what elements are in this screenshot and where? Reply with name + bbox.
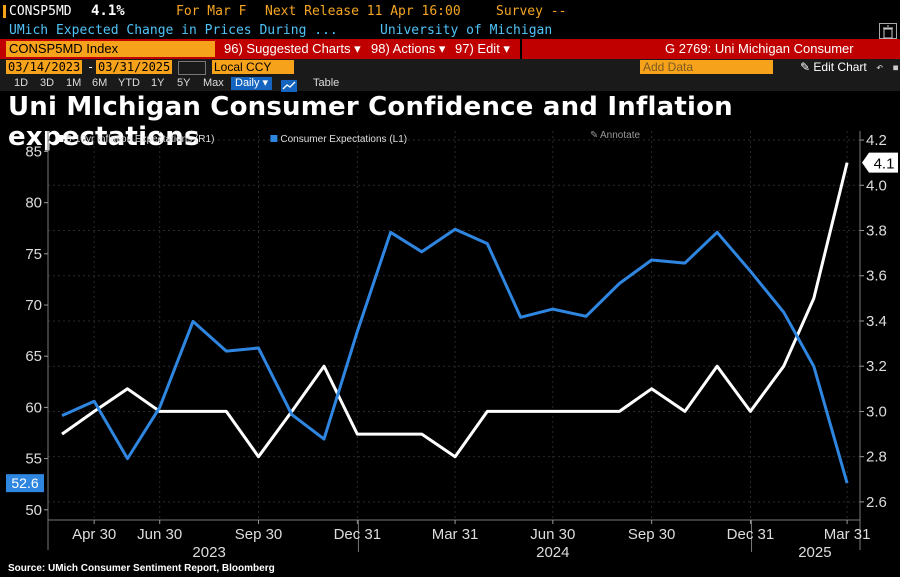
period-button-ytd[interactable]: YTD (118, 77, 140, 89)
left-tick-label: 55 (25, 451, 42, 468)
edit-chart-button[interactable]: ✎ Edit Chart (800, 60, 867, 74)
chart-area: 50 55 60 65 70 75 80 85 2.6 2.8 3.0 3.2 3.4 3.6 3.8 4.0… (6, 130, 898, 561)
period-button-6m[interactable]: 6M (92, 77, 108, 89)
annotate-icon: ✎ (590, 130, 598, 141)
left-tick-label: 75 (25, 246, 42, 263)
source-org: University of Michigan (380, 23, 553, 38)
last-value-left-badge (6, 474, 44, 493)
legend-swatch (56, 135, 63, 142)
year-label: 2025 (798, 544, 831, 561)
right-tick-label: 3.2 (866, 358, 887, 375)
series-line-consumer-expectations (61, 227, 849, 484)
last-value-left: 52.6 (11, 475, 38, 491)
x-tick-label: Apr 30 (72, 526, 116, 543)
trash-icon[interactable] (879, 23, 897, 39)
for-label: For Mar F (176, 4, 247, 19)
right-tick-label: 3.6 (866, 268, 887, 285)
table-button[interactable]: Table (313, 77, 340, 89)
x-tick-label: Mar 31 (824, 526, 871, 543)
source-note: Source: UMich Consumer Sentiment Report,… (8, 563, 275, 574)
x-tick-label: Jun 30 (137, 526, 182, 543)
x-tick-label: Jun 30 (530, 526, 575, 543)
series-description: UMich Expected Change in Prices During .… (9, 23, 338, 38)
add-data-input[interactable]: Add Data (640, 60, 773, 74)
period-button-max[interactable]: Max (203, 77, 224, 89)
right-tick-label: 3.8 (866, 223, 887, 240)
actions-button[interactable]: 98) Actions ▾ (371, 41, 446, 56)
edit-button[interactable]: 97) Edit ▾ (455, 41, 510, 56)
annotate-label: Annotate (600, 130, 640, 141)
divider (520, 39, 522, 59)
period-button-3d[interactable]: 3D (40, 77, 55, 89)
year-label: 2023 (192, 544, 225, 561)
legend-swatch (270, 135, 278, 142)
axes (44, 131, 864, 552)
calendar-icon[interactable] (178, 61, 206, 75)
line-chart-icon[interactable] (281, 77, 297, 92)
left-tick-label: 70 (25, 297, 42, 314)
survey-label: Survey -- (496, 4, 567, 19)
right-tick-label: 3.4 (866, 313, 887, 330)
frequency-select[interactable]: Daily ▾ (231, 77, 273, 90)
legend: 5-10yr Inflation Expectations (R1) Consum… (56, 130, 640, 145)
x-tick-label: Dec 31 (334, 526, 382, 543)
legend-label: Consumer Expectations (L1) (280, 134, 407, 145)
undo-icon[interactable]: ↶ (876, 60, 884, 74)
command-bar: CONSP5MD Index 96) Suggested Charts ▾ 98… (0, 39, 900, 59)
end-date-input[interactable]: 03/31/2025 (96, 60, 173, 74)
left-tick-label: 60 (25, 399, 42, 416)
right-tick-label: 4.0 (866, 177, 887, 194)
period-button-5y[interactable]: 5Y (177, 77, 191, 89)
x-tick-label: Mar 31 (432, 526, 479, 543)
date-bar: 03/14/2023 - 03/31/2025 Local CCY Add Da… (0, 59, 900, 76)
left-tick-label: 65 (25, 348, 42, 365)
year-label: 2024 (536, 544, 569, 561)
start-date-input[interactable]: 03/14/2023 (6, 60, 83, 74)
left-tick-label: 80 (25, 195, 42, 212)
security-field[interactable]: CONSP5MD Index (6, 41, 215, 57)
right-tick-label: 3.0 (866, 403, 887, 420)
annotate-button[interactable]: ✎ Annotate (590, 130, 640, 141)
series-lines (61, 162, 849, 484)
settings-icon[interactable]: ▪ (892, 60, 900, 74)
ticker-value: 4.1% (91, 3, 125, 19)
right-tick-label: 2.8 (866, 449, 887, 466)
right-tick-label: 4.2 (866, 132, 887, 149)
last-value-right: 4.1 (874, 156, 895, 173)
next-release: Next Release 11 Apr 16:00 (265, 4, 461, 19)
date-separator: - (87, 60, 95, 74)
chart-id: G 2769: Uni Michigan Consumer (665, 41, 854, 56)
description-bar: UMich Expected Change in Prices During .… (0, 22, 900, 39)
currency-select[interactable]: Local CCY (212, 60, 294, 74)
x-tick-label: Sep 30 (628, 526, 676, 543)
series-line-inflation-expectations (61, 162, 849, 459)
left-tick-label: 50 (25, 502, 42, 519)
legend-label: 5-10yr Inflation Expectations (R1) (66, 134, 214, 145)
x-tick-label: Dec 31 (727, 526, 775, 543)
period-button-1y[interactable]: 1Y (151, 77, 165, 89)
suggested-charts-button[interactable]: 96) Suggested Charts ▾ (224, 41, 361, 56)
chart-title: Uni MIchigan Consumer Confidence and Inf… (8, 92, 733, 152)
ticker-marker (3, 5, 6, 18)
last-value-right-badge (862, 152, 898, 173)
tick-labels: 50 55 60 65 70 75 80 85 2.6 2.8 3.0 3.2 3.4 3.6 3.8 4.0… (6, 132, 898, 561)
period-button-1m[interactable]: 1M (66, 77, 82, 89)
ticker[interactable]: CONSP5MD (9, 4, 72, 19)
x-tick-label: Sep 30 (235, 526, 283, 543)
period-button-1d[interactable]: 1D (14, 77, 29, 89)
right-tick-label: 2.6 (866, 494, 887, 511)
header-bar: CONSP5MD 4.1% For Mar F Next Release 11 … (0, 0, 900, 22)
gridlines (48, 131, 860, 520)
period-bar: 1D 3D 1M 6M YTD 1Y 5Y Max Daily ▾ Table (0, 76, 900, 92)
left-tick-label: 85 (25, 143, 42, 160)
